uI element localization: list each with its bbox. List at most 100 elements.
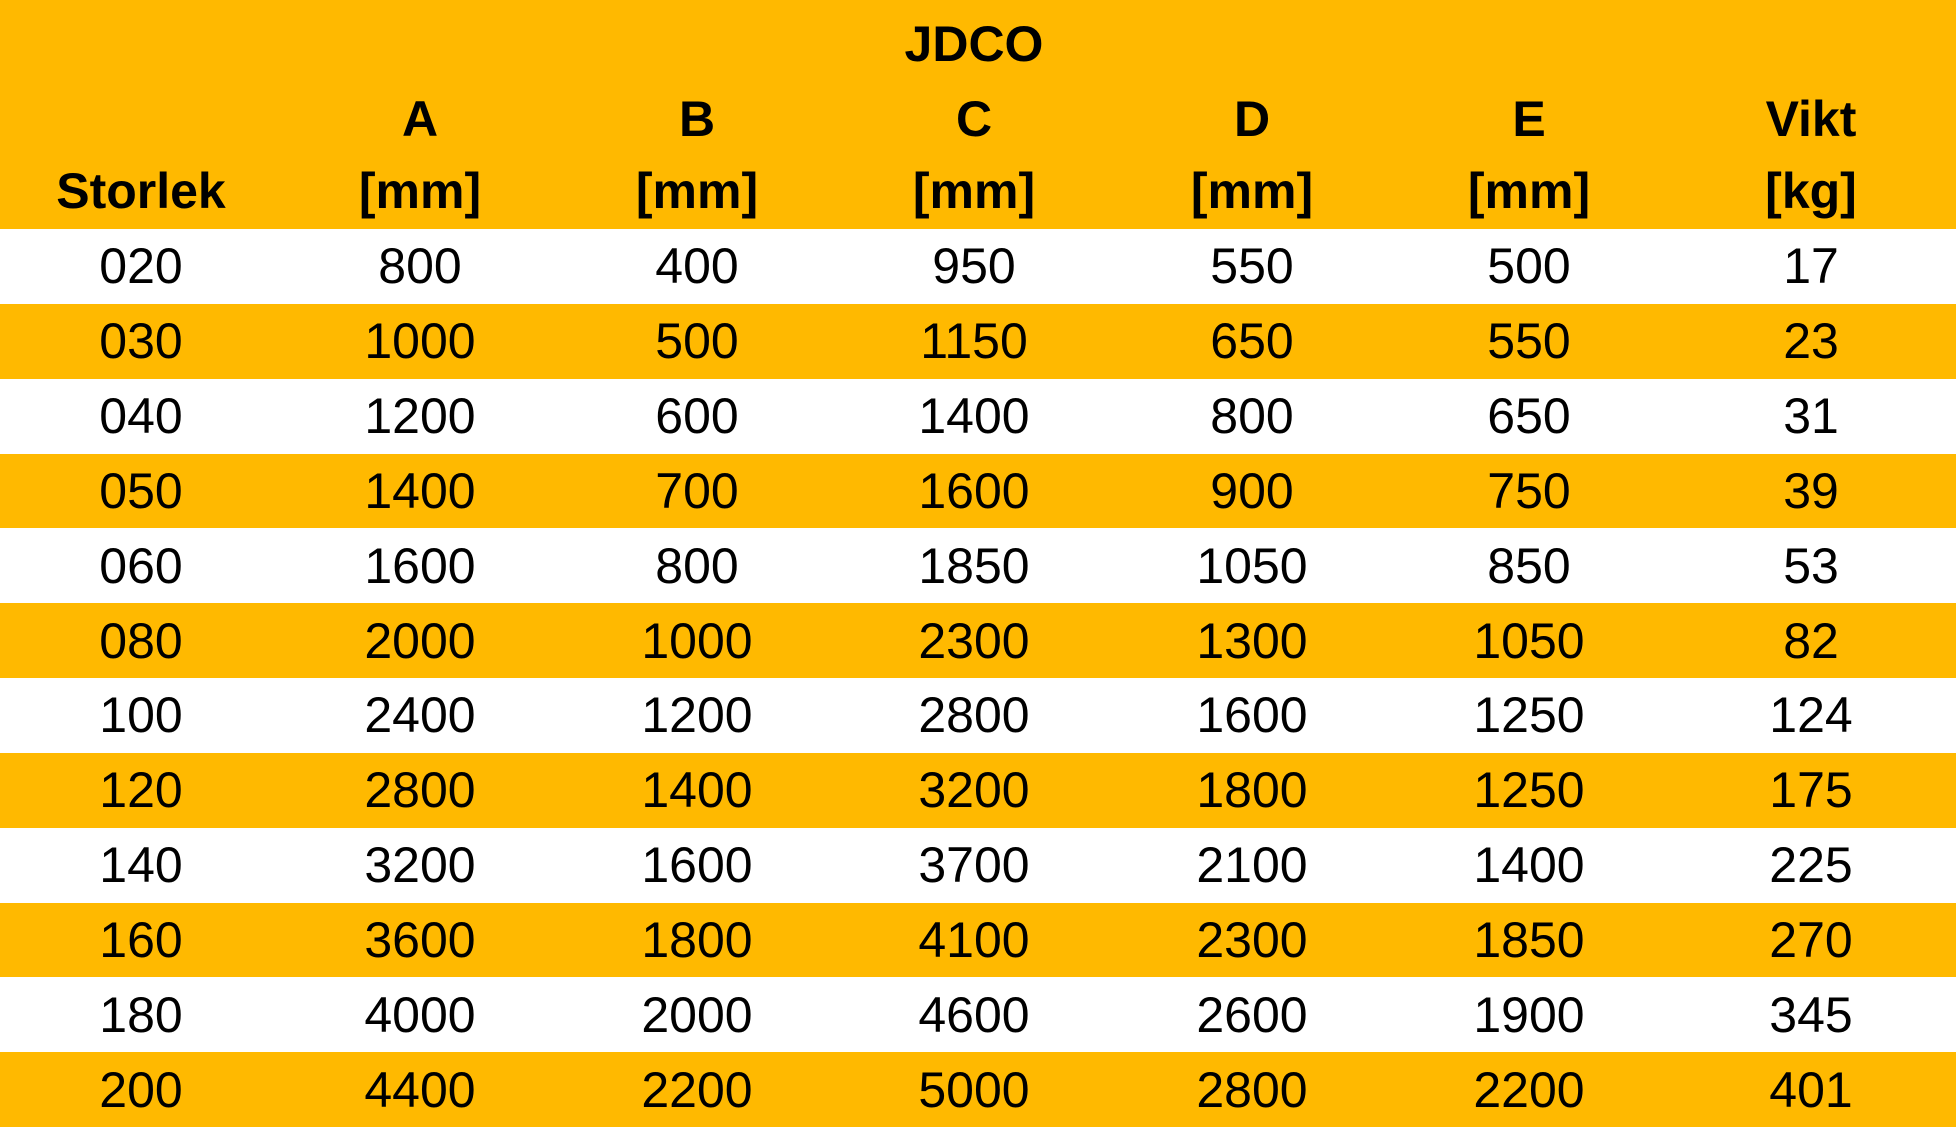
cell: 1400: [1473, 837, 1585, 894]
column-label: D: [1233, 91, 1271, 147]
row-band: [0, 1052, 1956, 1127]
cell: 1400: [918, 388, 1030, 445]
column-label: B: [678, 91, 716, 147]
cell: 1900: [1473, 986, 1585, 1043]
column-unit: [mm]: [1190, 163, 1314, 219]
cell: 175: [1769, 762, 1853, 819]
cell: 030: [99, 313, 183, 370]
cell: 270: [1769, 911, 1853, 968]
cell: 3600: [364, 911, 476, 968]
column-label: Storlek: [56, 163, 226, 219]
cell: 4600: [918, 986, 1030, 1043]
cell: 1050: [1196, 537, 1308, 594]
cell: 2800: [364, 762, 476, 819]
column-unit: [mm]: [1467, 163, 1591, 219]
row-band: [0, 603, 1956, 678]
cell: 750: [1487, 462, 1571, 519]
cell: 1050: [1473, 612, 1585, 669]
cell: 1850: [918, 537, 1030, 594]
cell: 550: [1487, 313, 1571, 370]
cell: 1600: [641, 837, 753, 894]
cell: 080: [99, 612, 183, 669]
row-band: [0, 303, 1956, 379]
row-band: [0, 453, 1956, 529]
column-label: C: [955, 91, 993, 147]
cell: 040: [99, 388, 183, 445]
cell: 1800: [641, 911, 753, 968]
cell: 2000: [641, 986, 753, 1043]
cell: 2000: [364, 612, 476, 669]
cell: 2300: [1196, 911, 1308, 968]
cell: 850: [1487, 537, 1571, 594]
column-unit: [mm]: [358, 163, 482, 219]
cell: 060: [99, 537, 183, 594]
cell: 3200: [364, 837, 476, 894]
cell: 650: [1210, 313, 1294, 370]
cell: 4400: [364, 1061, 476, 1118]
cell: 500: [1487, 238, 1571, 295]
cell: 124: [1769, 687, 1853, 744]
cell: 3700: [918, 837, 1030, 894]
cell: 800: [1210, 388, 1294, 445]
cell: 020: [99, 238, 183, 295]
cell: 2400: [364, 687, 476, 744]
cell: 500: [655, 313, 739, 370]
cell: 4000: [364, 986, 476, 1043]
row-band: [0, 752, 1956, 828]
cell: 1600: [1196, 687, 1308, 744]
cell: 050: [99, 462, 183, 519]
cell: 3200: [918, 762, 1030, 819]
cell: 53: [1783, 537, 1839, 594]
cell: 800: [378, 238, 462, 295]
cell: 39: [1783, 462, 1839, 519]
table-title: JDCO: [904, 16, 1044, 72]
cell: 2300: [918, 612, 1030, 669]
cell: 1250: [1473, 762, 1585, 819]
cell: 17: [1783, 238, 1839, 295]
cell: 1300: [1196, 612, 1308, 669]
cell: 950: [932, 238, 1016, 295]
cell: 1150: [920, 313, 1028, 370]
column-unit: [mm]: [912, 163, 1036, 219]
cell: 2100: [1196, 837, 1308, 894]
cell: 800: [655, 537, 739, 594]
cell: 700: [655, 462, 739, 519]
column-label: Vikt: [1765, 91, 1857, 147]
column-label: E: [1512, 91, 1546, 147]
cell: 1400: [641, 762, 753, 819]
cell: 2600: [1196, 986, 1308, 1043]
cell: 225: [1769, 837, 1853, 894]
cell: 1600: [364, 537, 476, 594]
cell: 2200: [1473, 1061, 1585, 1118]
cell: 1850: [1473, 911, 1585, 968]
cell: 1000: [641, 612, 753, 669]
cell: 1000: [364, 313, 476, 370]
cell: 900: [1210, 462, 1294, 519]
column-unit: [mm]: [635, 163, 759, 219]
column-unit: [kg]: [1765, 163, 1857, 219]
cell: 650: [1487, 388, 1571, 445]
cell: 2200: [641, 1061, 753, 1118]
cell: 345: [1769, 986, 1853, 1043]
cell: 400: [655, 238, 739, 295]
cell: 1800: [1196, 762, 1308, 819]
cell: 160: [99, 911, 183, 968]
column-label: A: [401, 91, 439, 147]
cell: 23: [1783, 313, 1839, 370]
cell: 82: [1783, 612, 1839, 669]
cell: 180: [99, 986, 183, 1043]
cell: 1600: [918, 462, 1030, 519]
cell: 2800: [918, 687, 1030, 744]
header-band: [0, 0, 1956, 229]
cell: 140: [99, 837, 183, 894]
cell: 31: [1783, 388, 1839, 445]
cell: 1200: [364, 388, 476, 445]
cell: 2800: [1196, 1061, 1308, 1118]
cell: 100: [99, 687, 183, 744]
cell: 5000: [918, 1061, 1030, 1118]
row-band: [0, 902, 1956, 978]
cell: 120: [99, 762, 183, 819]
cell: 1200: [641, 687, 753, 744]
cell: 401: [1769, 1061, 1853, 1118]
